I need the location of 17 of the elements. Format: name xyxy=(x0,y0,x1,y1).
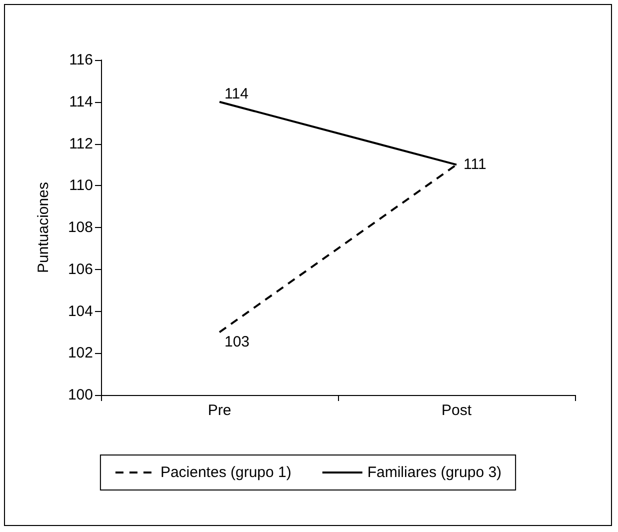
y-tick-label: 108 xyxy=(68,219,93,236)
data-label: 111 xyxy=(464,156,486,174)
x-tick-label: Pre xyxy=(208,402,232,419)
y-axis-title: Puntuaciones xyxy=(35,182,52,273)
y-tick-label: 102 xyxy=(68,344,93,362)
y-tick-label: 114 xyxy=(69,93,93,110)
y-tick-label: 112 xyxy=(69,135,93,152)
data-label: 114 xyxy=(224,85,248,102)
y-tick-label: 110 xyxy=(69,177,93,194)
x-tick-label: Post xyxy=(441,402,472,419)
y-tick-label: 116 xyxy=(69,52,93,68)
legend-label: Familiares (grupo 3) xyxy=(367,464,502,481)
y-tick-label: 100 xyxy=(68,386,93,404)
y-tick-label: 106 xyxy=(68,260,93,278)
legend-label: Pacientes (grupo 1) xyxy=(160,464,292,481)
data-label: 103 xyxy=(224,334,250,351)
y-tick-label: 104 xyxy=(68,302,93,320)
